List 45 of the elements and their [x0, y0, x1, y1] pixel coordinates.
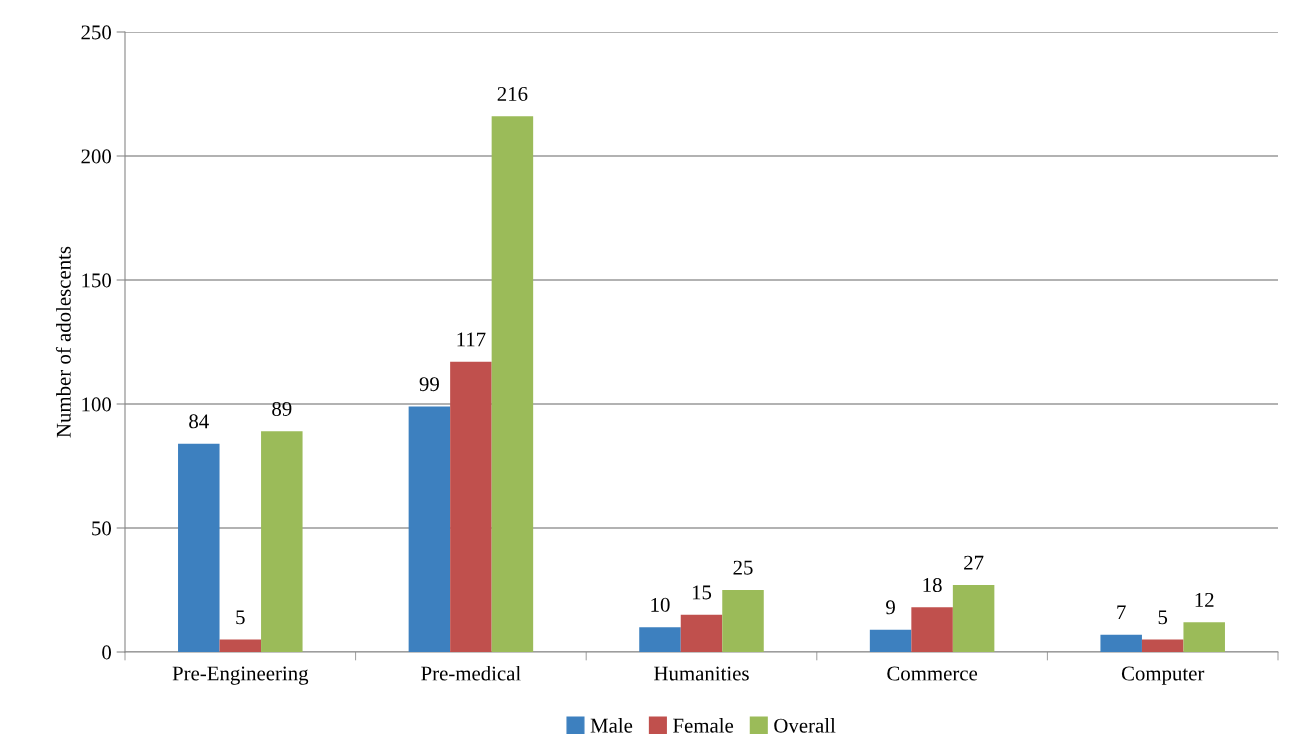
bar — [722, 590, 764, 652]
data-label: 5 — [236, 610, 245, 625]
data-label: 117 — [457, 332, 486, 347]
bar — [869, 629, 912, 652]
legend-label: Overall — [774, 718, 836, 733]
bar — [178, 443, 220, 652]
data-label: 27 — [964, 555, 984, 570]
bar — [219, 639, 262, 652]
y-tick-label: 200 — [81, 149, 112, 164]
bar — [491, 116, 534, 652]
y-tick-label: 150 — [82, 273, 112, 288]
y-tick-label: 100 — [82, 397, 112, 412]
data-label: 15 — [692, 585, 712, 600]
data-label: 5 — [1158, 610, 1168, 625]
y-tick-label: 50 — [92, 521, 112, 536]
bar — [1183, 622, 1225, 652]
data-label: 18 — [923, 577, 942, 593]
bar — [680, 614, 723, 652]
bar — [911, 607, 953, 652]
bar — [450, 361, 492, 652]
data-label: 99 — [419, 377, 439, 392]
bar — [952, 585, 995, 652]
bar — [1100, 634, 1142, 652]
data-label: 216 — [497, 86, 528, 101]
bar — [1141, 639, 1184, 652]
data-label: 84 — [189, 414, 209, 429]
x-tick-label: Pre-medical — [421, 665, 521, 681]
data-label: 25 — [733, 560, 753, 575]
y-axis-title: Number of adolescents — [55, 246, 71, 438]
bar — [639, 627, 681, 652]
x-tick-label: Computer — [1121, 666, 1205, 685]
bar — [261, 431, 303, 652]
data-label: 9 — [886, 600, 895, 615]
data-label: 10 — [651, 597, 670, 612]
legend-label: Female — [673, 718, 734, 733]
y-tick-label: 0 — [102, 645, 112, 660]
legend-label: Male — [590, 718, 633, 733]
data-label: 7 — [1117, 605, 1126, 620]
x-tick-label: Commerce — [887, 666, 978, 681]
data-label: 89 — [272, 401, 292, 416]
y-tick-label: 250 — [81, 25, 112, 40]
bar — [408, 406, 451, 652]
x-tick-label: Pre-Engineering — [172, 666, 309, 685]
data-label: 12 — [1195, 592, 1214, 607]
x-tick-label: Humanities — [654, 666, 749, 681]
